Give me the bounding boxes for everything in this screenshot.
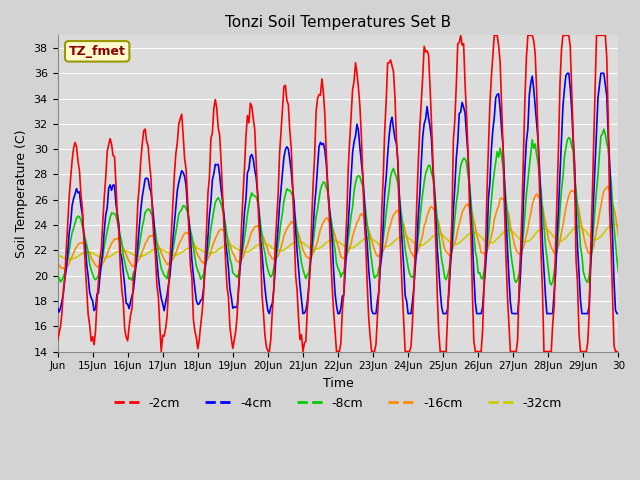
-8cm xyxy=(547,282,555,288)
Text: TZ_fmet: TZ_fmet xyxy=(68,45,125,58)
Line: -2cm: -2cm xyxy=(58,36,618,351)
-8cm xyxy=(426,163,434,168)
-4cm xyxy=(445,288,453,294)
-2cm xyxy=(157,348,165,354)
Legend: -2cm, -4cm, -8cm, -16cm, -32cm: -2cm, -4cm, -8cm, -16cm, -32cm xyxy=(109,392,567,415)
-32cm xyxy=(54,252,61,258)
-16cm xyxy=(445,252,453,258)
-4cm xyxy=(67,219,74,225)
-8cm xyxy=(284,188,292,193)
-4cm xyxy=(428,136,435,142)
-16cm xyxy=(428,204,435,209)
-8cm xyxy=(54,272,61,278)
-2cm xyxy=(286,128,294,133)
-32cm xyxy=(614,225,622,230)
-16cm xyxy=(286,222,294,228)
-16cm xyxy=(105,247,113,253)
-32cm xyxy=(428,235,435,240)
-2cm xyxy=(67,174,74,180)
-16cm xyxy=(54,260,61,266)
-32cm xyxy=(105,254,113,260)
-32cm xyxy=(68,256,76,262)
-16cm xyxy=(614,233,622,239)
-2cm xyxy=(351,60,359,66)
-4cm xyxy=(54,305,61,311)
-16cm xyxy=(68,253,76,259)
-32cm xyxy=(610,221,618,227)
-2cm xyxy=(103,149,111,155)
-32cm xyxy=(64,256,72,262)
-8cm xyxy=(444,272,451,278)
Title: Tonzi Soil Temperatures Set B: Tonzi Soil Temperatures Set B xyxy=(225,15,451,30)
-2cm xyxy=(54,337,61,343)
-2cm xyxy=(457,33,465,38)
Line: -16cm: -16cm xyxy=(58,186,618,270)
Line: -32cm: -32cm xyxy=(58,224,618,259)
-16cm xyxy=(604,183,612,189)
Y-axis label: Soil Temperature (C): Soil Temperature (C) xyxy=(15,129,28,258)
-16cm xyxy=(351,224,359,230)
-16cm xyxy=(61,267,68,273)
Line: -8cm: -8cm xyxy=(58,129,618,285)
-32cm xyxy=(286,242,294,248)
-8cm xyxy=(600,126,607,132)
-2cm xyxy=(614,348,622,354)
-4cm xyxy=(103,205,111,211)
-8cm xyxy=(103,228,111,234)
-32cm xyxy=(351,243,359,249)
-2cm xyxy=(445,280,453,286)
-8cm xyxy=(67,237,74,243)
-4cm xyxy=(563,71,571,76)
-2cm xyxy=(428,119,435,125)
-8cm xyxy=(614,269,622,275)
-32cm xyxy=(445,238,453,244)
-4cm xyxy=(266,311,273,316)
-8cm xyxy=(350,189,358,194)
-4cm xyxy=(614,311,622,316)
Line: -4cm: -4cm xyxy=(58,73,618,313)
-4cm xyxy=(351,133,359,139)
-4cm xyxy=(286,156,294,162)
X-axis label: Time: Time xyxy=(323,377,353,390)
